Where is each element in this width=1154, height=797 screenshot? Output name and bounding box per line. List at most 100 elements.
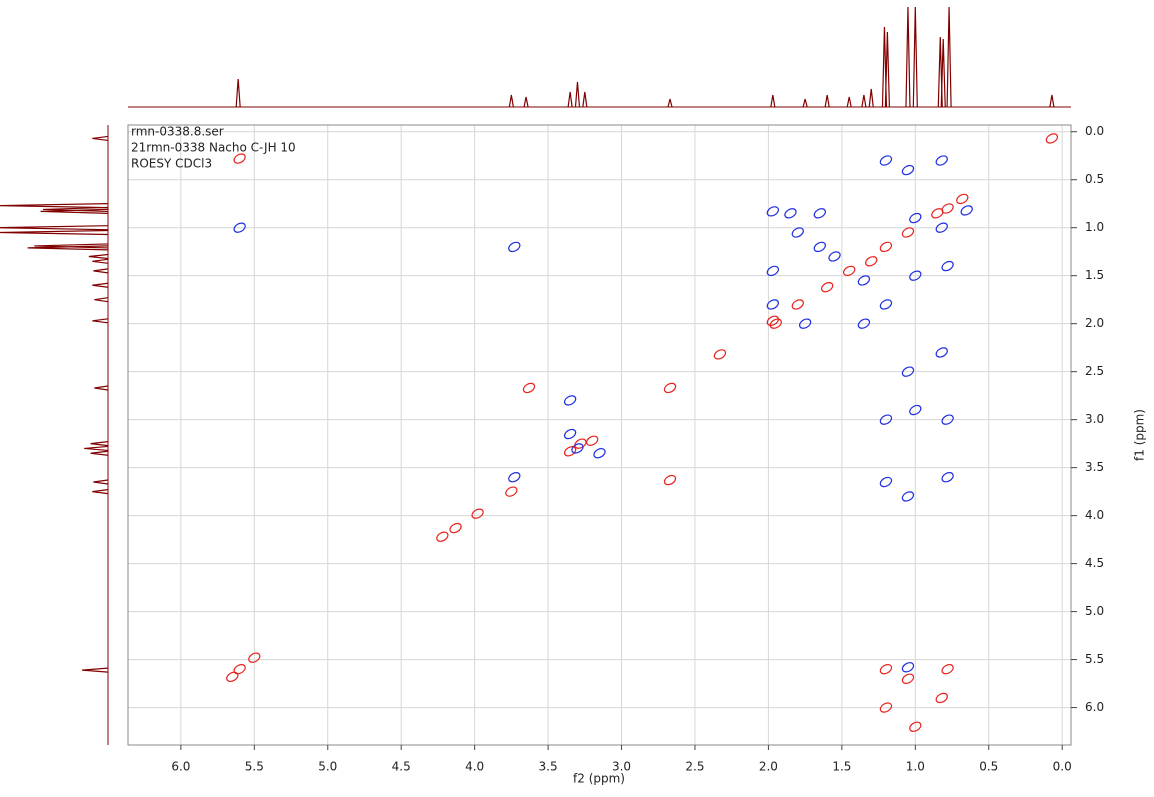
y-tick-label: 1.5 — [1085, 268, 1104, 282]
f2-projection-peak — [861, 94, 867, 108]
info-line: rmn-0338.8.ser — [131, 125, 224, 139]
cross-peak — [901, 366, 915, 377]
cross-peak — [233, 663, 246, 675]
cross-peak — [798, 318, 812, 329]
f2-projection-peak — [824, 94, 830, 108]
cross-peak — [769, 318, 782, 329]
cross-peak — [663, 382, 677, 394]
f2-projection-peak — [905, 6, 911, 108]
cross-peak — [879, 241, 893, 253]
f1-projection-peak — [34, 243, 109, 249]
x-tick-label: 0.0 — [1053, 760, 1072, 774]
x-axis-label: f2 (ppm) — [573, 772, 625, 786]
cross-peak — [813, 241, 826, 253]
cross-peak — [1045, 133, 1059, 144]
cross-peak — [879, 702, 893, 713]
info-line: ROESY CDCl3 — [131, 157, 212, 171]
cross-peak — [791, 227, 804, 238]
f1-projection-peak — [92, 135, 109, 142]
cross-peak — [813, 208, 826, 219]
cross-peak — [956, 193, 969, 205]
y-tick-label: 4.5 — [1085, 556, 1104, 570]
cross-peak — [593, 448, 606, 459]
cross-peak — [909, 404, 922, 416]
cross-peak — [522, 382, 536, 394]
cross-peak — [941, 663, 954, 675]
cross-peak — [436, 531, 449, 542]
f2-projection-peak — [582, 91, 588, 108]
f2-projection-peak — [508, 94, 514, 108]
cross-peak — [857, 318, 871, 329]
cross-peak — [766, 265, 779, 277]
f2-projection-peak — [802, 98, 808, 108]
y-tick-label: 4.0 — [1085, 508, 1104, 522]
cross-peak — [941, 203, 954, 214]
f1-projection-peak — [93, 268, 109, 274]
cross-peak — [941, 414, 954, 425]
f1-projection-peak — [0, 225, 109, 231]
cross-peak — [248, 652, 261, 663]
f1-projection-peak — [90, 450, 109, 456]
cross-peak — [821, 282, 834, 293]
f1-projection-peak — [92, 282, 109, 288]
cross-peak — [901, 673, 915, 684]
cross-peak — [901, 164, 915, 176]
y-tick-label: 0.0 — [1085, 124, 1104, 138]
f1-projection-peak — [84, 445, 109, 452]
f2-projection-peak — [912, 6, 918, 108]
cross-peak — [766, 315, 779, 326]
info-line: 21rmn-0338 Nacho C-JH 10 — [131, 141, 296, 155]
cross-peak — [879, 476, 893, 488]
cross-peak — [791, 299, 804, 310]
cross-peak — [909, 721, 922, 732]
plot-frame — [127, 124, 1072, 746]
x-tick-label: 3.5 — [539, 760, 558, 774]
y-tick-label: 2.5 — [1085, 364, 1104, 378]
f2-projection-peak — [567, 91, 573, 108]
f1-projection-peak — [88, 253, 109, 260]
y-tick-label: 1.0 — [1085, 220, 1104, 234]
f1-projection-peak — [82, 667, 109, 673]
f1-projection-peak — [90, 441, 109, 447]
f2-projection-peak — [235, 78, 241, 108]
f1-projection-peak — [27, 245, 109, 251]
f1-projection-peak — [94, 297, 109, 303]
x-tick-label: 1.0 — [906, 760, 925, 774]
f2-projection-peak — [574, 81, 581, 108]
cross-peak — [766, 299, 779, 310]
cross-peak — [471, 508, 484, 519]
f2-projection-peak — [770, 94, 776, 108]
y-tick-label: 2.0 — [1085, 316, 1104, 330]
cross-peak — [563, 428, 577, 440]
cross-peak — [563, 395, 577, 406]
f2-projection-peak — [1049, 94, 1055, 108]
x-tick-label: 2.5 — [685, 760, 704, 774]
cross-peak — [935, 155, 948, 166]
f2-projection-peak — [940, 38, 946, 108]
y-tick-label: 3.5 — [1085, 460, 1104, 474]
cross-peak — [879, 299, 893, 310]
cross-peak — [935, 692, 948, 704]
x-tick-label: 6.0 — [171, 760, 190, 774]
cross-peak — [233, 153, 246, 164]
f1-projection-peak — [92, 489, 109, 495]
x-tick-label: 4.5 — [392, 760, 411, 774]
x-tick-label: 5.5 — [245, 760, 264, 774]
f2-projection-peak — [946, 6, 952, 108]
cross-peak — [508, 472, 521, 483]
x-tick-label: 1.5 — [832, 760, 851, 774]
cross-peak — [843, 265, 856, 277]
f2-projection-peak — [884, 31, 890, 108]
cross-peak — [935, 222, 948, 233]
y-tick-label: 3.0 — [1085, 412, 1104, 426]
cross-peak — [449, 522, 462, 534]
cross-peak — [784, 208, 797, 219]
x-tick-label: 3.0 — [612, 760, 631, 774]
y-tick-label: 5.5 — [1085, 652, 1104, 666]
x-tick-label: 5.0 — [318, 760, 337, 774]
cross-peak — [766, 206, 779, 217]
y-axis-label: f1 (ppm) — [1133, 409, 1147, 461]
cross-peak — [585, 435, 599, 446]
cross-peak — [941, 472, 954, 483]
